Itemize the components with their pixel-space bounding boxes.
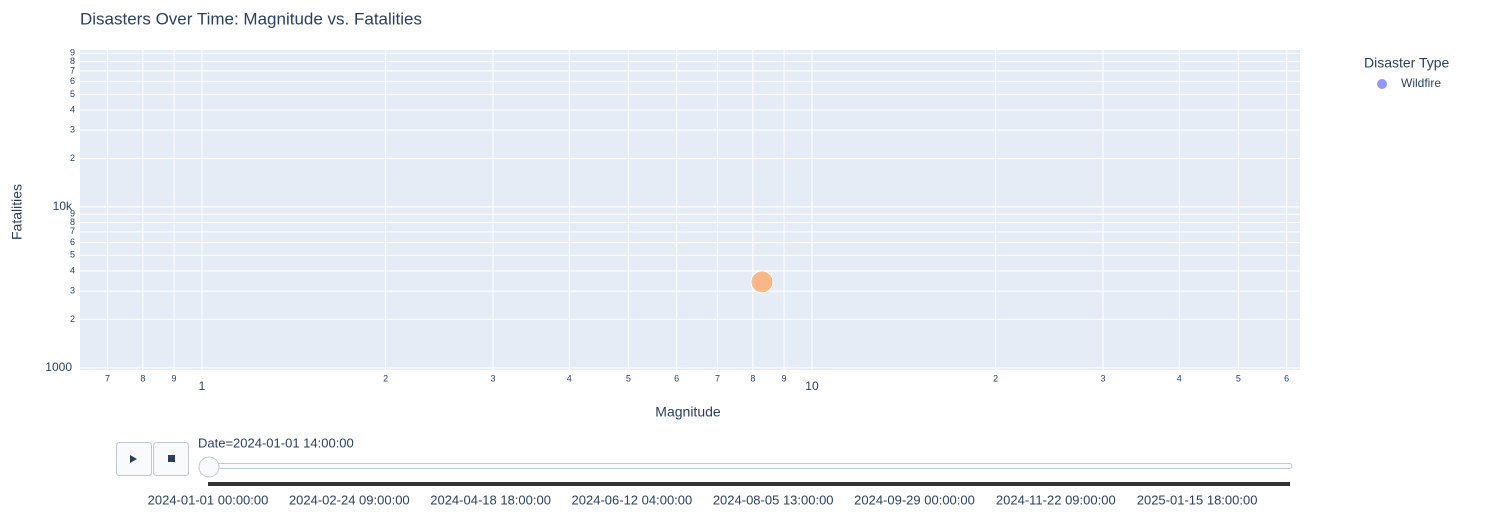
x-tick-label: 5 <box>1236 373 1241 383</box>
y-tick-label: 9 <box>70 209 75 219</box>
slider-label: 2024-04-18 18:00:00 <box>430 492 551 507</box>
x-tick-label: 6 <box>1284 373 1289 383</box>
y-tick-label: 10k <box>53 199 73 213</box>
y-tick-label: 4 <box>70 104 75 114</box>
x-tick-label: 2 <box>383 373 388 383</box>
stop-button[interactable] <box>153 442 189 476</box>
slider-label: 2024-08-05 13:00:00 <box>713 492 834 507</box>
x-tick-label: 7 <box>105 373 110 383</box>
slider-track[interactable] <box>207 463 1293 469</box>
y-tick-label: 5 <box>70 250 75 260</box>
legend-title: Disaster Type <box>1364 55 1450 71</box>
x-tick-label: 2 <box>993 373 998 383</box>
play-button[interactable] <box>116 442 152 476</box>
slider-label: 2024-06-12 04:00:00 <box>572 492 693 507</box>
x-tick-label: 8 <box>750 373 755 383</box>
y-tick-label: 2 <box>70 314 75 324</box>
x-tick-label: 6 <box>674 373 679 383</box>
slider-handle[interactable] <box>198 456 220 478</box>
legend-label: Wildfire <box>1401 76 1441 90</box>
legend-marker <box>1377 79 1387 89</box>
y-tick-label: 3 <box>70 285 75 295</box>
x-tick-label: 4 <box>567 373 572 383</box>
x-tick-label: 7 <box>715 373 720 383</box>
slider-label: 2024-02-24 09:00:00 <box>289 492 410 507</box>
grid <box>80 50 1300 370</box>
x-tick-label: 3 <box>1101 373 1106 383</box>
y-tick-label: 5 <box>70 89 75 99</box>
x-tick-label: 10 <box>805 379 819 393</box>
data-point <box>750 270 774 294</box>
x-tick-label: 5 <box>626 373 631 383</box>
x-tick-label: 9 <box>782 373 787 383</box>
x-axis-label: Magnitude <box>655 404 721 420</box>
chart-title: Disasters Over Time: Magnitude vs. Fatal… <box>80 9 422 28</box>
y-tick-label: 3 <box>70 125 75 135</box>
x-tick-label: 1 <box>199 379 206 393</box>
slider-current-value: Date=2024-01-01 14:00:00 <box>198 435 354 450</box>
y-tick-label: 1000 <box>45 360 72 374</box>
plot-area <box>80 50 1300 370</box>
y-tick-label: 4 <box>70 265 75 275</box>
y-tick-label: 7 <box>70 226 75 236</box>
x-tick-label: 4 <box>1177 373 1182 383</box>
y-tick-label: 7 <box>70 65 75 75</box>
x-tick-label: 9 <box>172 373 177 383</box>
slider-label: 2024-01-01 00:00:00 <box>148 492 269 507</box>
x-tick-label: 8 <box>140 373 145 383</box>
slider-ticks <box>208 482 1290 486</box>
y-tick-label: 6 <box>70 76 75 86</box>
slider-label: 2025-01-15 18:00:00 <box>1137 492 1258 507</box>
y-tick-label: 6 <box>70 237 75 247</box>
y-axis-label: Fatalities <box>9 184 25 240</box>
slider-label: 2024-11-22 09:00:00 <box>996 492 1116 507</box>
x-tick-label: 3 <box>491 373 496 383</box>
y-tick-label: 8 <box>70 56 75 66</box>
y-tick-label: 2 <box>70 153 75 163</box>
y-tick-label: 9 <box>70 48 75 58</box>
slider-label: 2024-09-29 00:00:00 <box>854 492 975 507</box>
y-tick-label: 8 <box>70 217 75 227</box>
